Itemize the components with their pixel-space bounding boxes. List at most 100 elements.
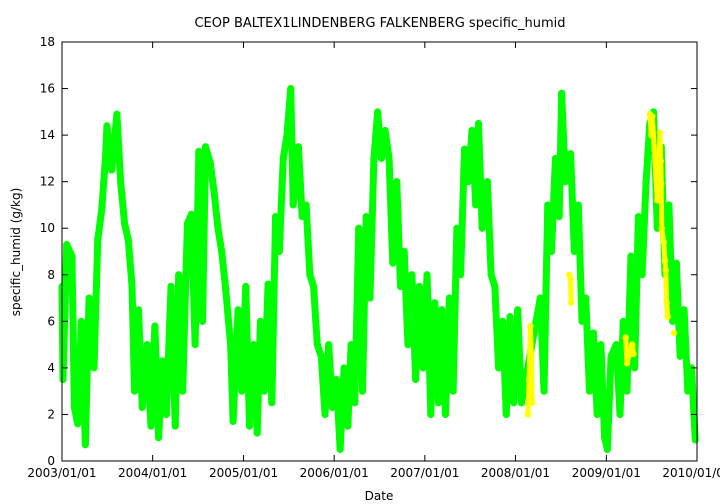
data-point [658,225,665,232]
data-point [234,306,242,313]
data-point [484,178,491,185]
data-point [306,271,314,278]
data-point [374,108,381,116]
series-segment [218,248,229,290]
data-point [465,178,472,185]
x-tick-label: 2003/01/01 [27,466,96,480]
data-point [552,155,559,162]
data-point [253,429,261,437]
data-point [664,313,671,320]
data-point [172,422,179,430]
data-point [344,422,352,430]
data-point [435,399,442,407]
data-point [108,166,115,174]
data-point [90,364,98,372]
data-point [627,252,635,260]
data-point [276,248,283,255]
data-point [597,341,605,348]
data-point [670,329,678,337]
data-point [673,259,680,267]
data-point [665,201,673,209]
data-point [370,155,378,162]
data-point [684,387,692,395]
data-point [272,213,279,220]
data-point [211,190,218,197]
y-tick-label: 4 [47,361,55,375]
y-tick-label: 18 [40,35,55,49]
data-point [287,85,294,92]
data-point [590,329,597,337]
data-point [442,411,449,418]
data-point [155,434,162,441]
data-point [656,129,664,136]
data-point [623,387,631,395]
series-segment [124,236,136,290]
data-point [487,271,495,278]
data-point [393,178,400,185]
data-point [218,248,225,255]
data-point [514,306,521,313]
data-point [408,271,416,278]
plot-frame [61,41,698,462]
data-point [575,201,582,209]
series-segment [525,377,532,417]
data-point [389,259,396,267]
series-segment [206,159,218,197]
data-point [528,399,536,407]
data-point [635,213,642,220]
data-point [167,283,175,290]
data-point [329,404,336,411]
data-point [135,306,142,313]
data-point [607,353,615,360]
data-point [102,155,109,162]
data-point [616,411,624,418]
series-segment [294,143,306,221]
data-point [290,201,297,209]
data-point [427,411,434,418]
data-point [397,283,404,290]
data-point [648,131,655,139]
series-segment [574,201,586,325]
data-point [423,271,431,278]
data-point [431,299,438,306]
series-segment [210,189,222,232]
x-tick-label: 2005/01/01 [209,466,278,480]
series-segment [90,236,102,372]
data-point [578,318,586,325]
data-point [159,357,166,365]
series-2 [524,110,678,418]
data-point [669,318,676,325]
data-point [676,353,684,360]
data-point [544,201,551,209]
data-point [658,180,665,188]
data-point [657,157,664,164]
y-tick-label: 14 [40,128,55,142]
data-point [630,350,637,358]
data-point [628,341,636,348]
data-point [78,318,85,325]
data-point [295,143,302,150]
series-segment [94,206,106,244]
data-point [59,376,67,383]
data-point [202,143,209,150]
series-segment [366,154,378,302]
data-point [246,422,253,430]
data-point [419,364,427,372]
data-point [604,446,611,453]
series-segment [59,241,71,384]
data-point [495,364,502,372]
y-tick-label: 16 [40,82,55,96]
series-segment [117,178,129,228]
data-point [85,294,93,302]
data-point [468,127,476,134]
y-axis-label: specific_humid (g/kg) [9,188,23,317]
data-point [151,322,159,330]
data-point [524,411,532,418]
data-point [461,145,468,153]
data-point [663,299,670,306]
data-point [548,248,555,255]
data-point [567,299,575,306]
data-point [649,113,656,120]
data-point [113,110,121,118]
